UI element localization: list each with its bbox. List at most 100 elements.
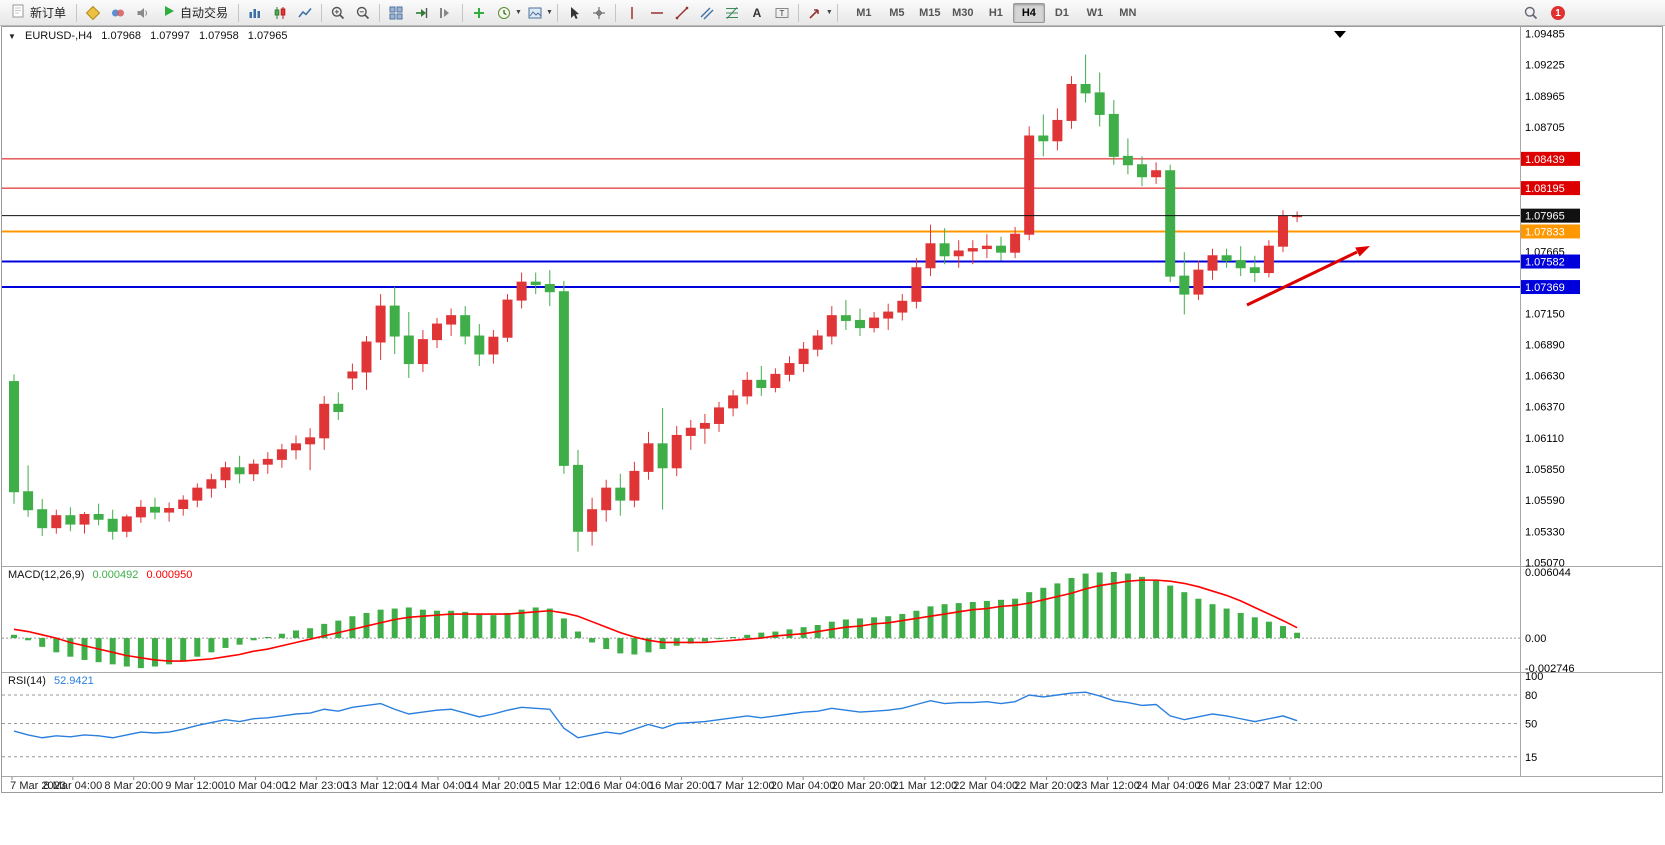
zoom-out-icon[interactable] [351, 3, 375, 23]
macd-histogram-bar [885, 616, 892, 639]
macd-histogram-bar [603, 638, 610, 650]
text-icon[interactable]: A [745, 3, 769, 23]
candle [981, 245, 992, 250]
trend-arrow[interactable] [1246, 250, 1358, 307]
svg-text:T: T [779, 8, 784, 17]
macd-histogram-bar [1110, 571, 1117, 639]
price-tag [1521, 151, 1580, 166]
time-axis-label: 9 Mar 12:00 [165, 780, 224, 792]
line-chart-icon[interactable] [293, 3, 317, 23]
candle [333, 403, 344, 412]
macd-histogram-bar [39, 638, 46, 647]
candle [728, 395, 739, 409]
tile-windows-icon[interactable] [384, 3, 408, 23]
search-icon[interactable] [1519, 3, 1543, 23]
profiles-icon[interactable] [106, 3, 130, 23]
candle [234, 467, 245, 475]
crosshair-icon[interactable] [587, 3, 611, 23]
channel-icon[interactable] [695, 3, 719, 23]
candle [1137, 164, 1147, 178]
macd-histogram-bar [1068, 577, 1075, 639]
timeframe-h1[interactable]: H1 [988, 6, 1003, 19]
candle [446, 315, 457, 325]
macd-histogram-bar [857, 618, 863, 639]
quotes-icon[interactable] [81, 3, 105, 23]
timeframe-mn[interactable]: MN [1119, 6, 1137, 19]
zoom-in-icon[interactable] [326, 3, 350, 23]
indicators-icon[interactable] [467, 3, 491, 23]
autotrade-button[interactable]: 自动交易 [156, 3, 234, 23]
periods-icon[interactable] [492, 3, 516, 23]
candle [1249, 267, 1260, 274]
timeframe-d1[interactable]: D1 [1054, 6, 1069, 19]
macd-histogram-bar [123, 638, 130, 667]
candle [1108, 113, 1119, 157]
macd-histogram-bar [194, 638, 201, 657]
fibonacci-icon[interactable] [720, 3, 744, 23]
macd-histogram-bar [645, 638, 652, 653]
candle [573, 464, 583, 532]
time-axis-label: 16 Mar 20:00 [649, 780, 714, 792]
macd-histogram-bar [1251, 617, 1258, 639]
macd-histogram-bar [1237, 612, 1244, 639]
macd-histogram-bar [53, 638, 60, 653]
candle [417, 339, 428, 365]
chart-shift-icon[interactable] [434, 3, 458, 23]
candle [953, 250, 964, 257]
candle [37, 509, 48, 529]
macd-histogram-bar [1082, 573, 1089, 639]
candle [1024, 135, 1035, 235]
macd-histogram-bar [955, 603, 962, 639]
text-label-icon[interactable]: T [770, 3, 794, 23]
candle [164, 508, 175, 513]
price-axis-tick: 1.06630 [1525, 371, 1565, 383]
toolbar-separator [238, 3, 240, 22]
candle [276, 449, 287, 460]
candle [1122, 155, 1133, 166]
macd-axis-tick: 0.006044 [1525, 567, 1571, 579]
chart-canvas[interactable]: 1.09485 1.09225 1.08965 1.08705 1.07665 1.071… [2, 27, 1662, 792]
trend-arrow-head[interactable] [1355, 246, 1370, 257]
macd-histogram-bar [307, 628, 314, 639]
timeframe-m30[interactable]: M30 [952, 6, 974, 19]
chevron-down-icon[interactable]: ▼ [515, 9, 522, 16]
timeframe-m1[interactable]: M1 [856, 6, 872, 19]
toolbar-separator [76, 3, 78, 22]
candle [629, 470, 640, 501]
price-tag [1521, 280, 1580, 295]
timeframe-w1[interactable]: W1 [1086, 6, 1104, 19]
timeframe-group: M1 M5 M15 M30 H1 H4 D1 W1 MN [848, 2, 1144, 23]
cursor-icon[interactable] [562, 3, 586, 23]
candle [403, 335, 414, 365]
macd-histogram-bar [1167, 585, 1174, 639]
new-order-button[interactable]: 新订单 [4, 3, 72, 23]
toolbar-right-group: 1 [1519, 0, 1565, 26]
sounds-icon[interactable] [131, 3, 155, 23]
time-axis-label: 21 Mar 12:00 [892, 780, 957, 792]
horizontal-line-icon[interactable] [645, 3, 669, 23]
timeframe-h4[interactable]: H4 [1012, 2, 1045, 23]
timeframe-m5[interactable]: M5 [889, 6, 905, 19]
chevron-down-icon[interactable]: ▼ [825, 9, 833, 16]
trendline-icon[interactable] [670, 3, 694, 23]
macd-histogram-bar [236, 638, 243, 645]
macd-histogram-bar [11, 634, 17, 639]
macd-histogram-bar [532, 607, 539, 639]
macd-axis-tick: -0.002746 [1525, 663, 1575, 675]
arrows-icon[interactable] [803, 3, 827, 23]
chevron-down-icon[interactable]: ▼ [545, 9, 553, 16]
vertical-line-icon[interactable] [620, 3, 644, 23]
macd-histogram-bar [1294, 632, 1301, 639]
candlestick-icon[interactable] [268, 3, 292, 23]
timeframe-m15[interactable]: M15 [919, 6, 941, 19]
chart-window: 1.09485 1.09225 1.08965 1.08705 1.07665 1.071… [1, 26, 1663, 793]
rsi-axis-tick: 15 [1525, 752, 1537, 764]
macd-histogram-bar [1124, 573, 1131, 639]
time-axis-label: 23 Mar 12:00 [1075, 780, 1140, 792]
macd-histogram-bar [434, 610, 440, 639]
auto-scroll-icon[interactable] [409, 3, 433, 23]
notification-badge[interactable]: 1 [1551, 6, 1565, 20]
rsi-axis-tick: 80 [1525, 690, 1537, 702]
templates-icon[interactable] [523, 3, 547, 23]
bar-chart-icon[interactable] [243, 3, 267, 23]
